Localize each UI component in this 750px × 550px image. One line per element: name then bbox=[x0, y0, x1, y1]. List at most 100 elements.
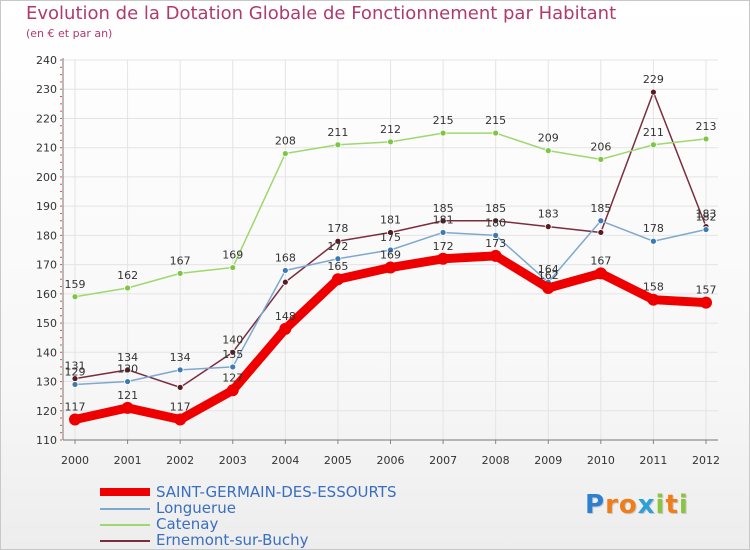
y-minor-tick bbox=[60, 322, 62, 324]
logo-letter: t bbox=[665, 490, 679, 520]
data-label-saint-germain-des-essourts: 157 bbox=[696, 284, 717, 297]
data-label-saint-germain-des-essourts: 127 bbox=[222, 371, 243, 384]
data-point-longuerue bbox=[439, 229, 447, 236]
data-point-saint-germain-des-essourts bbox=[69, 413, 81, 426]
data-label-catenay: 162 bbox=[117, 269, 138, 282]
data-label-saint-germain-des-essourts: 148 bbox=[275, 310, 296, 323]
y-minor-tick bbox=[60, 74, 62, 76]
y-minor-tick bbox=[60, 278, 62, 280]
data-label-catenay: 211 bbox=[327, 126, 348, 139]
data-label-saint-germain-des-essourts: 169 bbox=[380, 249, 401, 262]
y-minor-tick bbox=[60, 307, 62, 309]
y-tick-label: 110 bbox=[36, 434, 57, 447]
logo-letter: P bbox=[585, 490, 606, 520]
logo-letter: o bbox=[618, 490, 638, 520]
legend-swatch-catenay bbox=[100, 524, 150, 526]
data-label-catenay: 167 bbox=[170, 254, 191, 267]
y-minor-tick bbox=[60, 315, 62, 317]
data-point-ernemont-sur-buchy bbox=[281, 278, 289, 286]
y-minor-tick bbox=[60, 256, 62, 258]
data-label-longuerue: 164 bbox=[538, 263, 559, 276]
y-minor-tick bbox=[60, 439, 62, 441]
data-label-saint-germain-des-essourts: 158 bbox=[643, 281, 664, 294]
y-tick-label: 180 bbox=[36, 229, 57, 242]
data-point-saint-germain-des-essourts bbox=[647, 293, 660, 306]
data-label-saint-germain-des-essourts: 173 bbox=[485, 237, 506, 250]
data-point-longuerue bbox=[387, 246, 394, 254]
y-minor-tick bbox=[60, 300, 62, 302]
y-minor-tick bbox=[60, 337, 62, 339]
data-point-ernemont-sur-buchy bbox=[387, 229, 394, 236]
data-point-longuerue bbox=[597, 217, 605, 225]
data-point-saint-germain-des-essourts bbox=[384, 261, 397, 274]
y-minor-tick bbox=[60, 351, 62, 353]
chart-title: Evolution de la Dotation Globale de Fonc… bbox=[26, 3, 617, 24]
data-point-longuerue bbox=[334, 255, 342, 263]
y-minor-tick bbox=[60, 424, 62, 426]
data-label-saint-germain-des-essourts: 117 bbox=[65, 401, 86, 414]
y-minor-tick bbox=[60, 147, 62, 149]
data-point-longuerue bbox=[229, 363, 237, 371]
data-point-ernemont-sur-buchy bbox=[492, 217, 500, 225]
x-tick-label: 2006 bbox=[377, 454, 405, 467]
data-label-catenay: 169 bbox=[222, 249, 243, 262]
data-point-saint-germain-des-essourts bbox=[331, 273, 344, 286]
data-point-longuerue bbox=[650, 237, 657, 245]
y-minor-tick bbox=[60, 198, 62, 200]
legend-swatch-saint-germain bbox=[100, 488, 150, 496]
data-point-ernemont-sur-buchy bbox=[597, 229, 605, 236]
y-minor-tick bbox=[60, 59, 62, 61]
y-minor-tick bbox=[60, 410, 62, 412]
data-label-ernemont-sur-buchy: 178 bbox=[327, 222, 348, 235]
data-label-catenay: 215 bbox=[433, 114, 454, 127]
x-tick-label: 2008 bbox=[482, 454, 510, 467]
y-tick-label: 130 bbox=[36, 376, 57, 389]
data-point-ernemont-sur-buchy bbox=[334, 237, 342, 245]
x-tick-label: 2012 bbox=[692, 454, 720, 467]
data-point-catenay bbox=[492, 129, 500, 137]
data-label-longuerue: 172 bbox=[327, 240, 348, 253]
data-label-ernemont-sur-buchy: 183 bbox=[538, 208, 559, 221]
logo-letter: x bbox=[637, 490, 656, 520]
data-label-longuerue: 181 bbox=[433, 213, 454, 226]
y-minor-tick bbox=[60, 117, 62, 119]
data-point-ernemont-sur-buchy bbox=[124, 366, 131, 374]
data-point-catenay bbox=[124, 284, 131, 292]
data-label-ernemont-sur-buchy: 131 bbox=[65, 360, 86, 373]
data-point-ernemont-sur-buchy bbox=[439, 217, 447, 225]
x-tick-label: 2011 bbox=[639, 454, 667, 467]
y-minor-tick bbox=[60, 373, 62, 375]
data-point-saint-germain-des-essourts bbox=[121, 401, 134, 414]
proxiti-logo: Proxiti bbox=[585, 490, 689, 520]
y-minor-tick bbox=[60, 169, 62, 171]
x-tick-label: 2009 bbox=[534, 454, 562, 467]
data-point-saint-germain-des-essourts bbox=[700, 296, 712, 309]
data-label-catenay: 209 bbox=[538, 132, 559, 145]
data-point-catenay bbox=[544, 147, 552, 155]
data-label-saint-germain-des-essourts: 117 bbox=[170, 401, 191, 414]
data-point-saint-germain-des-essourts bbox=[594, 267, 607, 280]
data-point-catenay bbox=[439, 129, 447, 137]
data-label-catenay: 159 bbox=[65, 278, 86, 291]
data-label-longuerue: 182 bbox=[696, 211, 717, 224]
data-label-saint-germain-des-essourts: 167 bbox=[590, 254, 611, 267]
y-minor-tick bbox=[60, 293, 62, 295]
y-minor-tick bbox=[60, 88, 62, 90]
data-point-catenay bbox=[71, 293, 79, 301]
x-tick-label: 2000 bbox=[61, 454, 89, 467]
y-tick-label: 160 bbox=[36, 288, 57, 301]
y-minor-tick bbox=[60, 329, 62, 331]
data-point-ernemont-sur-buchy bbox=[176, 383, 184, 391]
data-label-saint-germain-des-essourts: 121 bbox=[117, 389, 138, 402]
data-point-longuerue bbox=[124, 378, 131, 385]
legend-label-longuerue: Longuerue bbox=[156, 499, 236, 517]
data-point-catenay bbox=[650, 141, 657, 149]
data-point-longuerue bbox=[702, 226, 710, 233]
data-label-catenay: 215 bbox=[485, 114, 506, 127]
logo-letter: i bbox=[655, 490, 666, 520]
y-minor-tick bbox=[60, 205, 62, 207]
y-minor-tick bbox=[60, 110, 62, 112]
data-label-longuerue: 129 bbox=[65, 365, 86, 378]
y-minor-tick bbox=[60, 227, 62, 229]
x-tick-label: 2001 bbox=[114, 454, 142, 467]
